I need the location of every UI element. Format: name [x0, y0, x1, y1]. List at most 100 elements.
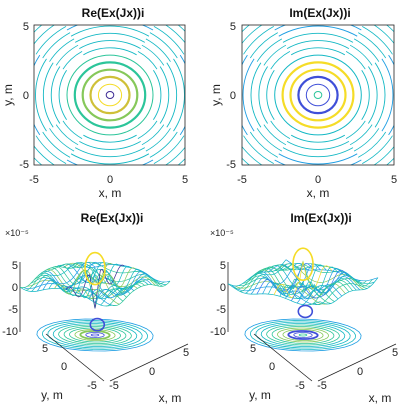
contour-line — [395, 51, 408, 138]
contour-line — [282, 147, 354, 158]
floor-contour — [36, 318, 154, 352]
contour-line — [34, 25, 55, 45]
contour-line — [42, 32, 71, 59]
contour-line — [242, 25, 250, 33]
contour-line — [358, 131, 387, 158]
contour-line — [282, 32, 354, 43]
contour-line — [34, 157, 43, 165]
contour-line — [373, 25, 394, 44]
contour-line — [34, 145, 55, 165]
mesh-line — [319, 277, 379, 305]
mesh-line — [100, 275, 159, 306]
contour-line — [153, 26, 185, 55]
contour-line — [374, 62, 386, 128]
contour-line — [62, 51, 83, 70]
floor-contour — [298, 333, 308, 337]
mesh-line — [239, 264, 298, 292]
x-axis-line — [109, 343, 189, 382]
contour-line — [349, 124, 373, 146]
title-re-top: Re(Ex(Jx))i — [82, 6, 145, 20]
contour-line — [242, 54, 248, 136]
contour-line — [388, 54, 394, 136]
contour-line — [159, 66, 170, 124]
contour-line — [50, 66, 61, 124]
contour-line — [177, 25, 185, 32]
contour-line — [290, 134, 346, 143]
mesh-line — [296, 271, 356, 304]
xtick-0: 0 — [315, 174, 321, 186]
contour-line — [194, 48, 208, 143]
contour-line — [256, 38, 283, 62]
xtick-neg5: -5 — [29, 174, 39, 186]
contour-line — [353, 128, 380, 152]
mesh-line — [65, 264, 125, 309]
surface-panel-re: Re(Ex(Jx))i ×10⁻⁵ 5 0 -5 -10 5 0 -5 -5 0… — [2, 211, 189, 405]
contour-line — [49, 38, 75, 62]
contour-line — [55, 44, 79, 66]
contour-panel-re: Re(Ex(Jx))i 5 0 -5 -5 0 5 x, m y, m — [1, 6, 208, 200]
ztick-neg10: -10 — [210, 326, 226, 338]
mesh-peak — [84, 251, 106, 286]
xtick-5: 5 — [391, 174, 397, 186]
contour-line — [266, 70, 275, 120]
xlabel-3d-re: x, m — [159, 391, 182, 405]
ztick-0: 0 — [12, 282, 18, 294]
contour-line — [281, 61, 355, 129]
surface-3d-re — [19, 251, 189, 382]
contour-line — [278, 153, 358, 165]
contour-line — [187, 51, 200, 138]
mesh-line — [48, 262, 108, 293]
ztick-neg5: -5 — [8, 304, 18, 316]
ytick-0: 0 — [269, 361, 275, 373]
contour-line — [242, 146, 263, 165]
contour-line — [73, 61, 147, 129]
mesh-line — [285, 268, 344, 300]
contour-line — [58, 70, 67, 120]
mesh-line — [308, 277, 367, 306]
ytick-neg5: -5 — [87, 380, 97, 392]
contour-line — [89, 75, 131, 115]
plot-frame-re — [33, 24, 186, 166]
contour-line — [362, 26, 393, 55]
plot-frame-im — [241, 24, 395, 166]
contour-line — [97, 83, 123, 107]
contour-line — [62, 120, 83, 139]
contour-line — [286, 40, 350, 49]
mesh-line — [256, 263, 316, 295]
title-re-bottom: Re(Ex(Jx))i — [81, 211, 144, 225]
floor-contour — [293, 332, 313, 338]
mesh-line — [31, 262, 90, 292]
floor-contour — [255, 321, 351, 349]
xtick-5: 5 — [392, 347, 398, 359]
contour-line — [368, 66, 378, 124]
contour-line — [34, 25, 43, 33]
xtick-5: 5 — [183, 347, 189, 359]
ztick-5: 5 — [12, 260, 18, 272]
floor-contour — [52, 323, 138, 347]
xlabel-re: x, m — [99, 186, 122, 200]
ztick-neg5: -5 — [216, 304, 226, 316]
contour-line — [274, 159, 362, 165]
ytick-5: 5 — [23, 21, 29, 33]
floor-contour — [271, 326, 335, 344]
xtick-neg5: -5 — [109, 380, 119, 392]
mesh-line — [273, 261, 333, 299]
contour-line — [49, 128, 75, 152]
floor-contour — [90, 333, 100, 337]
mesh-line — [279, 266, 339, 300]
contour-line — [242, 58, 255, 132]
surface-3d-im — [227, 247, 397, 382]
z-exponent-re: ×10⁻⁵ — [5, 228, 29, 238]
ytick-neg5: -5 — [19, 159, 29, 171]
z-exponent-im: ×10⁻⁵ — [210, 228, 234, 238]
contour-line — [242, 25, 263, 44]
ytick-0: 0 — [23, 90, 29, 102]
contour-line — [290, 47, 346, 56]
contour-line — [74, 32, 146, 43]
xlabel-3d-im: x, m — [369, 391, 392, 405]
contour-line — [249, 131, 278, 158]
y-axis-line — [45, 333, 105, 382]
contour-line — [55, 124, 79, 146]
contour-line — [297, 75, 339, 115]
